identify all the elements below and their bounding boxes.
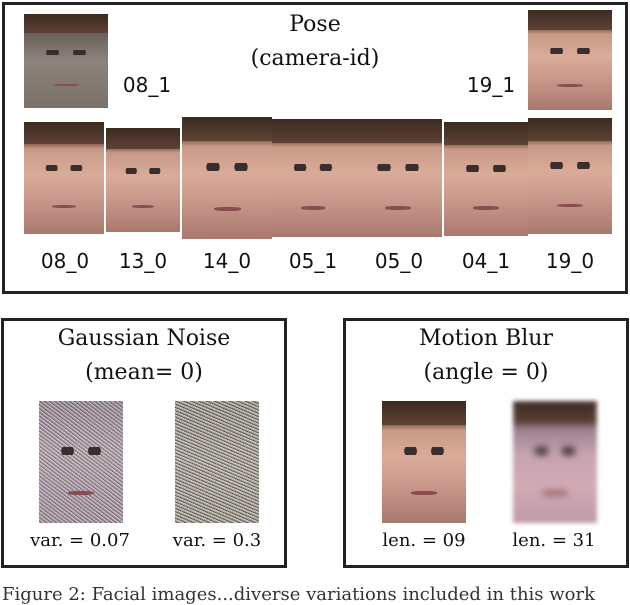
motion-blur-panel: Motion Blur (angle = 0) len. = 09 len. =… xyxy=(343,318,629,568)
label-19-0: 19_0 xyxy=(545,249,595,273)
label-05-0: 05_0 xyxy=(374,249,424,273)
label-08-1: 08_1 xyxy=(122,73,172,97)
noise-label-high: var. = 0.3 xyxy=(172,530,262,551)
blur-face-high-image xyxy=(513,401,597,523)
noise-subtitle: (mean= 0) xyxy=(85,360,203,385)
blur-label-high: len. = 31 xyxy=(512,530,596,551)
gaussian-noise-panel: Gaussian Noise (mean= 0) var. = 0.07 var… xyxy=(1,318,287,568)
label-13-0: 13_0 xyxy=(118,249,168,273)
face-19-0-image xyxy=(528,118,612,234)
pose-subtitle: (camera-id) xyxy=(250,46,380,71)
label-05-1: 05_1 xyxy=(288,249,338,273)
pose-panel: Pose (camera-id) 08_1 19_1 08_0 13_0 14_… xyxy=(2,2,628,294)
noise-face-high-image xyxy=(175,401,259,523)
blur-face-low-image xyxy=(382,401,466,523)
label-04-1: 04_1 xyxy=(461,249,511,273)
face-13-0-image xyxy=(106,128,180,232)
blur-subtitle: (angle = 0) xyxy=(423,360,549,385)
noise-title: Gaussian Noise xyxy=(57,326,231,351)
label-14-0: 14_0 xyxy=(202,249,252,273)
blur-label-low: len. = 09 xyxy=(382,530,466,551)
pose-title: Pose xyxy=(289,12,341,37)
face-08-0-image xyxy=(24,122,104,234)
face-19-1-image xyxy=(528,10,612,110)
face-05-1-image xyxy=(272,119,354,237)
face-04-1-image xyxy=(444,122,528,236)
face-05-0-image xyxy=(354,119,442,237)
label-19-1: 19_1 xyxy=(466,73,516,97)
label-08-0: 08_0 xyxy=(40,249,90,273)
figure-caption: Figure 2: Facial images...diverse variat… xyxy=(2,584,596,605)
noise-face-low-image xyxy=(39,401,123,523)
noise-label-low: var. = 0.07 xyxy=(30,530,130,551)
blur-title: Motion Blur xyxy=(419,326,553,351)
face-08-1-image xyxy=(24,14,108,108)
face-14-0-image xyxy=(182,117,272,239)
